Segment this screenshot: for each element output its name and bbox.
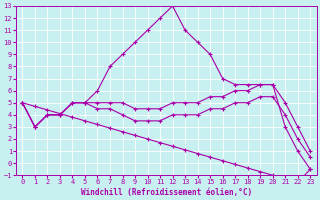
- X-axis label: Windchill (Refroidissement éolien,°C): Windchill (Refroidissement éolien,°C): [81, 188, 252, 197]
